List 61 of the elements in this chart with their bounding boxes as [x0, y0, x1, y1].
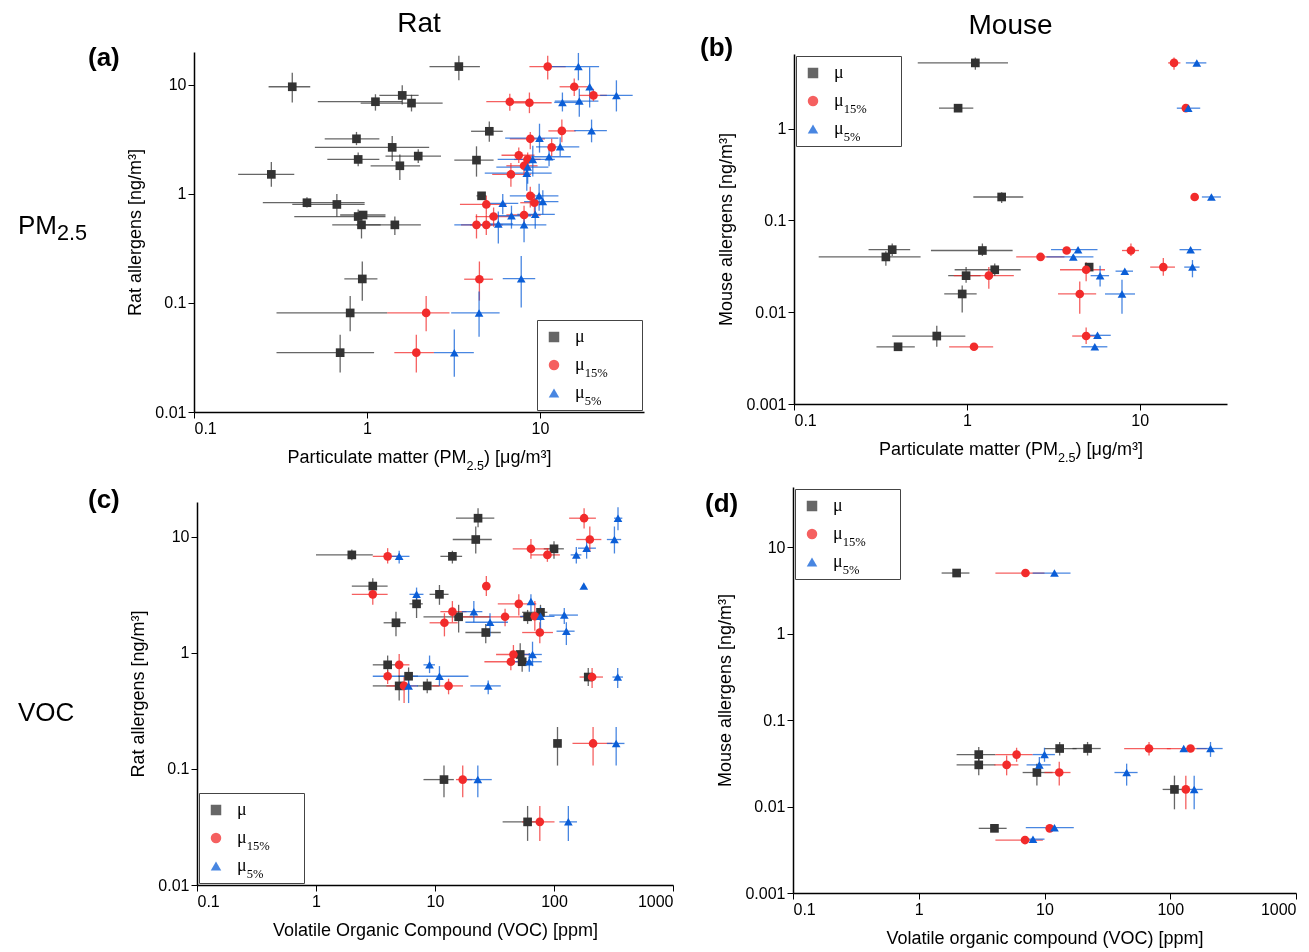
x-tick-label: 1000: [637, 892, 674, 910]
x-tick-label: 10: [426, 892, 445, 910]
text: PM$_{2.5}$: [18, 210, 88, 247]
x-tick-label: 0.1: [194, 419, 217, 437]
text: (c): [88, 484, 120, 515]
x-tick-label: 1: [312, 892, 322, 910]
x-tick-label: 100: [1157, 900, 1185, 918]
x-axis-title: Particulate matter (PM$_{2.5}$) [μg/m³]: [287, 446, 552, 473]
text: (a): [88, 42, 120, 73]
x-axis-title: Volatile Organic Compound (VOC) [ppm]: [272, 919, 599, 940]
y-tick-label: 0.001: [746, 395, 787, 413]
x-tick-label: 1: [914, 900, 924, 918]
text: VOC: [18, 697, 75, 728]
legend-label: μ$_{5%}$: [237, 855, 264, 881]
x-tick-label: 10: [1131, 411, 1150, 429]
y-tick-label: 1: [776, 625, 786, 643]
legend-label: μ$_{15%}$: [237, 827, 271, 853]
y-tick-label: 0.01: [754, 798, 786, 816]
y-tick-label: 10: [171, 528, 190, 546]
y-tick-label: 0.1: [764, 211, 787, 229]
x-tick-label: 0.1: [197, 892, 220, 910]
y-tick-label: 0.01: [158, 876, 190, 894]
y-tick-label: 1: [177, 185, 187, 203]
legend-label: μ$_{15%}$: [833, 523, 867, 549]
legend-label: μ$_{5%}$: [575, 382, 602, 408]
legend-label: μ$_{5%}$: [834, 118, 861, 144]
legend-label: μ: [575, 326, 585, 346]
y-axis-title: Mouse allergens [ng/m³]: [716, 132, 737, 327]
legend-label: μ$_{5%}$: [833, 551, 860, 577]
y-tick-label: 0.1: [763, 711, 786, 729]
y-axis-title: Rat allergens [ng/m³]: [125, 148, 146, 317]
x-tick-label: 0.1: [794, 411, 817, 429]
text: (d): [705, 488, 739, 519]
x-axis-title: Volatile organic compound (VOC) [ppm]: [886, 927, 1204, 948]
y-tick-label: 0.1: [164, 294, 187, 312]
x-tick-label: 100: [541, 892, 568, 910]
legend-label: μ$_{15%}$: [834, 90, 868, 116]
y-tick-label: 10: [168, 76, 187, 94]
y-tick-label: 1: [777, 120, 787, 138]
legend-label: μ: [237, 799, 247, 819]
x-tick-label: 1: [962, 411, 972, 429]
y-tick-label: 0.1: [167, 760, 190, 778]
y-tick-label: 10: [767, 538, 786, 556]
legend-label: μ$_{15%}$: [575, 354, 609, 380]
y-tick-label: 0.01: [755, 303, 787, 321]
legend-label: μ: [833, 495, 843, 515]
x-tick-label: 10: [1036, 900, 1054, 918]
text: (b): [700, 32, 734, 63]
y-tick-label: 0.001: [745, 884, 786, 902]
y-axis-title: Rat allergens [ng/m³]: [128, 610, 149, 778]
x-axis-title: Particulate matter (PM$_{2.5}$) [μg/m³]: [879, 438, 1143, 465]
y-tick-label: 1: [180, 644, 190, 662]
chart-title: Mouse: [968, 9, 1053, 40]
x-tick-label: 10: [531, 419, 550, 437]
legend-label: μ: [834, 62, 844, 82]
chart-title: Rat: [397, 7, 441, 38]
y-axis-title: Mouse allergens [ng/m³]: [715, 593, 736, 788]
x-tick-label: 1000: [1260, 900, 1297, 918]
x-tick-label: 1: [362, 419, 372, 437]
x-tick-label: 0.1: [793, 900, 816, 918]
y-tick-label: 0.01: [155, 403, 187, 421]
